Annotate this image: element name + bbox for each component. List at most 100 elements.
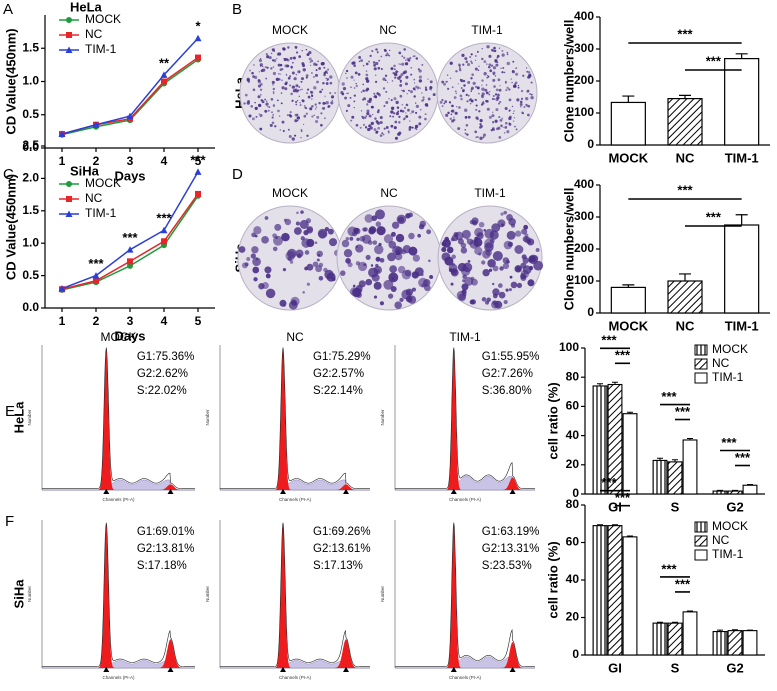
- y-tick-label: 0: [572, 486, 579, 500]
- colony-dot: [392, 115, 395, 118]
- colony-dot: [373, 63, 376, 67]
- colony-dot: [317, 60, 319, 63]
- x-tick-label: 1: [59, 314, 66, 328]
- colony-dot: [506, 61, 511, 66]
- bar: [742, 484, 758, 495]
- colony-dot: [272, 114, 275, 116]
- colony-dot: [252, 88, 256, 92]
- colony-dot: [482, 250, 491, 259]
- y-tick-label: 0.0: [22, 300, 39, 314]
- colony-dot: [411, 287, 416, 292]
- colony-dot: [418, 69, 422, 73]
- colony-dot: [281, 120, 285, 124]
- colony-dot: [504, 126, 508, 129]
- legend-swatch: [694, 358, 708, 370]
- error-bar: [622, 95, 635, 103]
- colony-dot: [471, 73, 475, 77]
- colony-dot: [384, 79, 387, 82]
- colony-dot: [509, 275, 513, 279]
- colony-dot: [386, 52, 388, 54]
- colony-dot: [414, 124, 419, 129]
- significance: ***: [675, 576, 691, 591]
- colony-dot: [296, 211, 299, 215]
- colony-dot: [406, 57, 410, 61]
- significance: ***: [190, 152, 206, 167]
- colony-dot: [393, 112, 396, 115]
- colony-dot: [246, 257, 251, 262]
- y-tick-label: 0.5: [22, 268, 39, 282]
- colony-dot: [397, 110, 400, 113]
- colony-dot: [293, 77, 297, 81]
- point: [126, 112, 134, 120]
- colony-dot: [399, 297, 404, 302]
- legend-label: TIM-1: [712, 370, 744, 384]
- colony-dot: [410, 73, 413, 76]
- y-tick-label: 0.0: [22, 140, 39, 154]
- colony-dot: [351, 115, 355, 119]
- colony-dot: [520, 97, 524, 100]
- colony-dot: [521, 228, 528, 235]
- colony-dot: [446, 246, 454, 254]
- y-axis-label: cell ratio (%): [545, 382, 560, 459]
- error-bar: [679, 94, 691, 99]
- colony-dot: [409, 90, 414, 94]
- colony-dot: [401, 55, 404, 58]
- colony-dot: [464, 57, 468, 61]
- colony-dot: [453, 116, 455, 118]
- colony-dot: [260, 83, 263, 86]
- colony-dot: [318, 67, 321, 70]
- colony-dot: [355, 84, 358, 88]
- colony-dot: [355, 82, 357, 85]
- y-tick-label: 0.5: [22, 107, 39, 121]
- colony-dot: [398, 131, 402, 135]
- colony-dot: [258, 113, 260, 115]
- colony-dot: [294, 119, 298, 123]
- colony-dot: [268, 56, 272, 60]
- colony-dot: [494, 93, 498, 96]
- colony-dot: [347, 104, 351, 108]
- colony-dot: [300, 89, 302, 91]
- colony-dot: [252, 257, 261, 267]
- colony-dot: [415, 104, 420, 109]
- colony-dot: [485, 84, 488, 86]
- y-tick-label: 80: [566, 369, 580, 383]
- s-phase: [395, 476, 535, 491]
- colony-dot: [270, 111, 274, 114]
- colony-dot: [382, 87, 386, 90]
- colony-dot: [450, 113, 453, 116]
- colony-dot: [514, 245, 524, 254]
- colony-dot: [292, 56, 296, 60]
- panel-label: E: [5, 403, 15, 420]
- colony-dot: [500, 124, 503, 127]
- colony-dot: [353, 64, 356, 67]
- colony-dot: [387, 252, 396, 262]
- colony-dot: [415, 102, 417, 104]
- error-bar: [687, 438, 693, 440]
- colony-dot: [375, 61, 379, 66]
- colony-dot: [365, 115, 368, 118]
- colony-dot: [395, 112, 400, 116]
- error-bar: [735, 53, 748, 59]
- colony-dot: [474, 67, 478, 71]
- colony-dot: [458, 106, 461, 109]
- colony-dot: [248, 114, 252, 118]
- colony-dot: [265, 273, 271, 279]
- colony-dot: [429, 88, 431, 90]
- colony-dot: [482, 136, 485, 139]
- y-axis-label: CD Value(450nm): [3, 174, 18, 280]
- colony-dot: [347, 226, 358, 237]
- colony-dot: [501, 71, 504, 74]
- colony-dot: [358, 280, 366, 288]
- colony-dot: [522, 74, 525, 77]
- colony-dot: [419, 87, 422, 90]
- colony-dot: [388, 98, 390, 100]
- colony-dot: [520, 273, 527, 280]
- colony-dot: [265, 288, 276, 299]
- x-tick-label: 3: [127, 154, 134, 168]
- colony-dot: [512, 60, 515, 63]
- colony-dot: [389, 265, 398, 274]
- significance: ***: [615, 348, 631, 363]
- colony-dot: [284, 87, 288, 91]
- colony-dot: [458, 68, 462, 72]
- colony-dot: [393, 64, 396, 68]
